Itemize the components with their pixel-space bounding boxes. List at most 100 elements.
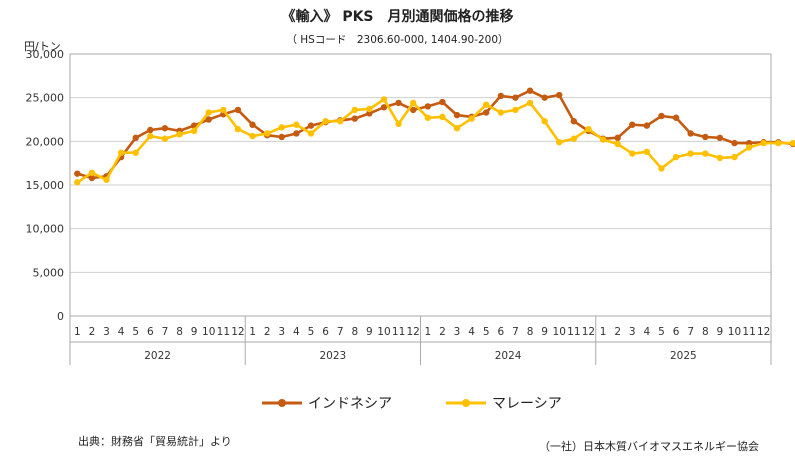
series-0-point <box>249 121 256 128</box>
x-year-label: 2024 <box>495 350 522 362</box>
series-0-point <box>439 98 446 106</box>
y-tick-label: 20,000 <box>26 135 65 148</box>
x-month-label: 9 <box>191 326 198 338</box>
x-month-label: 3 <box>629 326 636 338</box>
series-1-point <box>249 132 256 140</box>
series-0-point <box>307 122 315 129</box>
series-1-point <box>117 149 125 156</box>
series-0-point <box>497 92 505 100</box>
series-layer <box>74 87 795 186</box>
series-1-point <box>526 99 534 107</box>
series-1-point <box>453 125 461 132</box>
x-month-label: 11 <box>742 326 755 338</box>
y-axis-unit: 円/トン <box>24 40 61 53</box>
series-1-point <box>789 139 795 147</box>
series-1-point <box>614 140 621 148</box>
series-1-point <box>88 169 96 176</box>
series-0-point <box>395 99 402 107</box>
x-month-label: 8 <box>351 326 358 338</box>
series-0-point <box>556 91 563 99</box>
legend-indonesia-label: インドネシア <box>308 396 392 412</box>
series-0-point <box>205 116 212 123</box>
y-tick-label: 0 <box>57 310 64 323</box>
x-month-label: 3 <box>278 326 285 338</box>
x-month-label: 9 <box>541 326 548 338</box>
series-1-point <box>570 135 578 142</box>
series-1-point <box>760 139 767 147</box>
series-1-point <box>541 118 548 125</box>
x-month-label: 2 <box>89 326 96 338</box>
series-1-point <box>220 106 227 114</box>
x-month-label: 12 <box>757 326 770 338</box>
series-1-point <box>147 132 154 140</box>
legend-malaysia-label: マレーシア <box>492 396 562 412</box>
grid <box>70 53 771 317</box>
series-1-point <box>731 153 738 161</box>
series-0-point <box>74 170 81 177</box>
x-month-label: 5 <box>658 326 665 338</box>
series-1-point <box>351 106 358 114</box>
series-0-point <box>643 122 651 129</box>
legend-malaysia: マレーシア <box>446 393 562 413</box>
series-0-point <box>293 130 300 137</box>
series-1-point <box>629 150 636 157</box>
series-1-point <box>409 99 417 107</box>
x-month-label: 6 <box>673 326 680 338</box>
series-0-point <box>687 130 694 137</box>
x-year-label: 2023 <box>320 350 347 362</box>
source-note: 出典：財務省「貿易統計」より <box>78 435 232 448</box>
x-month-label: 10 <box>202 326 215 338</box>
series-1-point <box>103 176 110 183</box>
y-tick-label: 15,000 <box>26 179 65 192</box>
x-month-label: 3 <box>103 326 110 338</box>
x-month-label: 3 <box>454 326 461 338</box>
x-month-label: 6 <box>497 326 504 338</box>
x-month-label: 1 <box>249 326 256 338</box>
y-tick-label: 10,000 <box>26 223 65 236</box>
legend-indonesia-marker <box>262 399 302 407</box>
series-1-point <box>336 118 344 125</box>
x-month-label: 6 <box>147 326 154 338</box>
series-1-point <box>556 139 563 146</box>
series-1-point <box>658 165 665 172</box>
series-0-point <box>629 121 636 128</box>
x-month-label: 7 <box>162 326 169 338</box>
series-0-point <box>132 134 139 142</box>
series-1-point <box>775 139 782 147</box>
x-month-label: 5 <box>132 326 139 338</box>
series-0-point <box>541 94 548 101</box>
chart-title: 《輸入》 PKS 月別通関価格の推移 <box>281 9 514 25</box>
x-month-label: 2 <box>614 326 621 338</box>
series-0-point <box>658 112 665 120</box>
series-1-point <box>307 130 315 137</box>
x-month-label: 12 <box>231 326 244 338</box>
series-1-point <box>716 154 724 162</box>
x-month-label: 10 <box>553 326 566 338</box>
x-month-label: 5 <box>308 326 315 338</box>
series-1-point <box>702 150 709 157</box>
series-0-point <box>161 125 169 132</box>
series-1-point <box>395 120 402 128</box>
series-0-point <box>702 133 709 141</box>
series-1-point <box>293 121 300 128</box>
series-0-point <box>278 133 285 141</box>
series-1-point <box>74 179 81 186</box>
x-month-label: 8 <box>702 326 709 338</box>
series-1-point <box>468 115 475 122</box>
series-1-point <box>439 113 446 121</box>
x-year-label: 2022 <box>144 350 171 362</box>
series-1-point <box>672 153 680 161</box>
y-tick-label: 25,000 <box>26 92 65 105</box>
series-0-point <box>234 106 242 114</box>
series-0-point <box>526 87 534 94</box>
x-month-label: 2 <box>439 326 446 338</box>
x-month-label: 12 <box>407 326 420 338</box>
x-month-label: 7 <box>512 326 519 338</box>
series-1-point <box>599 136 607 143</box>
x-year-label: 2025 <box>670 350 697 362</box>
x-month-label: 9 <box>366 326 373 338</box>
series-0-point <box>453 111 461 119</box>
x-month-label: 10 <box>377 326 390 338</box>
